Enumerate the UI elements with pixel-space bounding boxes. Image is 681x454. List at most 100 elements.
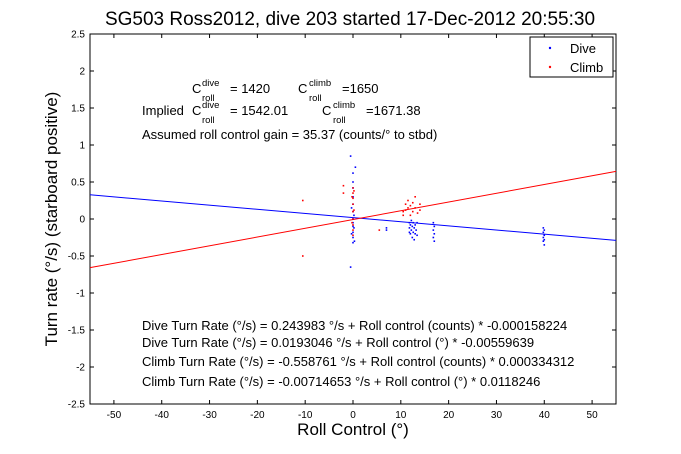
point-climb [402, 214, 405, 217]
point-dive [409, 224, 412, 226]
x-tick-label: 50 [587, 410, 599, 421]
point-dive [354, 166, 357, 168]
implied-prefix: Implied [142, 103, 184, 118]
point-climb [352, 234, 354, 237]
c-roll-dive: C dive roll = 1420 [192, 78, 270, 104]
point-dive [352, 181, 354, 183]
y-tick-label: 2 [79, 67, 85, 78]
point-dive [542, 231, 545, 234]
x-tick-label: 30 [491, 410, 503, 421]
point-climb [407, 207, 409, 209]
legend-box [529, 36, 614, 78]
point-dive [414, 224, 416, 226]
point-dive [353, 227, 355, 229]
point-dive [416, 234, 418, 237]
implied-climb-value: =1671.38 [366, 103, 421, 118]
implied-dive-sub: roll [202, 115, 215, 126]
y-tick-label: 0.5 [71, 178, 85, 189]
point-dive [412, 231, 415, 234]
point-dive [432, 229, 435, 231]
point-climb [352, 224, 354, 226]
y-tick-label: 2.5 [71, 30, 85, 41]
fit-equation-1: Dive Turn Rate (°/s) = 0.243983 °/s + Ro… [142, 318, 567, 333]
y-tick-label: -2.5 [68, 400, 86, 411]
point-dive [352, 172, 354, 174]
point-climb [409, 214, 412, 217]
y-tick-label: 1.5 [71, 104, 85, 115]
fit-equation-3: Climb Turn Rate (°/s) = -0.558761 °/s + … [142, 354, 574, 369]
implied-dive: C dive roll = 1542.01 [192, 100, 288, 126]
fit-equation-4: Climb Turn Rate (°/s) = -0.00714653 °/s … [142, 374, 540, 389]
point-climb [351, 221, 353, 224]
implied-climb-letter: C [322, 103, 331, 118]
point-dive [433, 240, 436, 242]
point-dive [349, 155, 352, 157]
point-dive [542, 236, 545, 239]
point-dive [353, 240, 356, 242]
implied-climb-sup: climb [333, 100, 355, 111]
point-climb [419, 209, 421, 211]
x-tick-label: -10 [298, 410, 313, 421]
point-dive [408, 231, 411, 234]
x-axis-label: Roll Control (°) [297, 420, 409, 439]
point-dive [350, 207, 353, 209]
point-climb [409, 204, 412, 207]
fit-equations: Dive Turn Rate (°/s) = 0.243983 °/s + Ro… [142, 318, 574, 389]
fit-line-dive [89, 194, 617, 241]
implied-dive-letter: C [192, 103, 201, 118]
point-climb [353, 190, 355, 192]
y-tick-label: -0.5 [68, 252, 86, 263]
x-tick-label: 20 [443, 410, 455, 421]
point-climb [351, 196, 353, 198]
point-climb [378, 229, 381, 231]
point-dive [352, 236, 354, 239]
coefficient-annotations: C dive roll = 1420 C climb roll =1650 Im… [142, 78, 437, 142]
point-climb [301, 199, 304, 202]
x-tick-label: -40 [155, 410, 170, 421]
legend-climb-label: Climb [570, 60, 603, 75]
point-dive [353, 214, 355, 217]
x-axis-ticks: -50 -40 -30 -20 -10 0 10 20 30 40 50 [107, 34, 598, 421]
c-roll-dive-sup: dive [202, 78, 219, 89]
point-climb [404, 209, 407, 211]
x-tick-label: -50 [107, 410, 122, 421]
point-dive [352, 225, 354, 228]
c-roll-dive-sub: roll [202, 93, 215, 104]
c-roll-climb-sub: roll [309, 93, 322, 104]
implied-dive-value: = 1542.01 [230, 103, 288, 118]
y-tick-label: -1 [76, 289, 85, 300]
point-dive [352, 196, 354, 198]
point-dive [414, 233, 416, 235]
point-dive [543, 234, 546, 237]
point-climb [404, 203, 407, 205]
point-dive [432, 236, 435, 239]
point-dive [542, 227, 545, 229]
c-roll-dive-value: = 1420 [230, 81, 270, 96]
fit-equation-2: Dive Turn Rate (°/s) = 0.0193046 °/s + R… [142, 335, 534, 350]
y-tick-label: 0 [79, 215, 85, 226]
point-dive [410, 219, 413, 222]
point-climb [352, 187, 354, 189]
point-dive [433, 233, 436, 235]
point-climb [414, 196, 416, 198]
point-dive [432, 221, 435, 224]
point-dive [385, 227, 388, 229]
point-climb [352, 229, 354, 231]
point-dive [349, 266, 352, 268]
point-dive [411, 236, 414, 239]
c-roll-climb-sup: climb [309, 78, 331, 89]
point-climb [414, 207, 416, 209]
chart-title: SG503 Ross2012, dive 203 started 17-Dec-… [105, 9, 595, 30]
point-climb [407, 199, 409, 202]
point-climb [352, 218, 354, 220]
point-dive [411, 225, 414, 228]
point-dive [408, 221, 411, 224]
point-climb [342, 192, 345, 194]
c-roll-climb-letter: C [298, 81, 307, 96]
point-climb [416, 212, 419, 214]
point-dive [542, 240, 545, 242]
c-roll-climb-value: =1650 [342, 81, 379, 96]
implied-dive-sup: dive [202, 100, 219, 111]
point-dive [410, 229, 413, 231]
